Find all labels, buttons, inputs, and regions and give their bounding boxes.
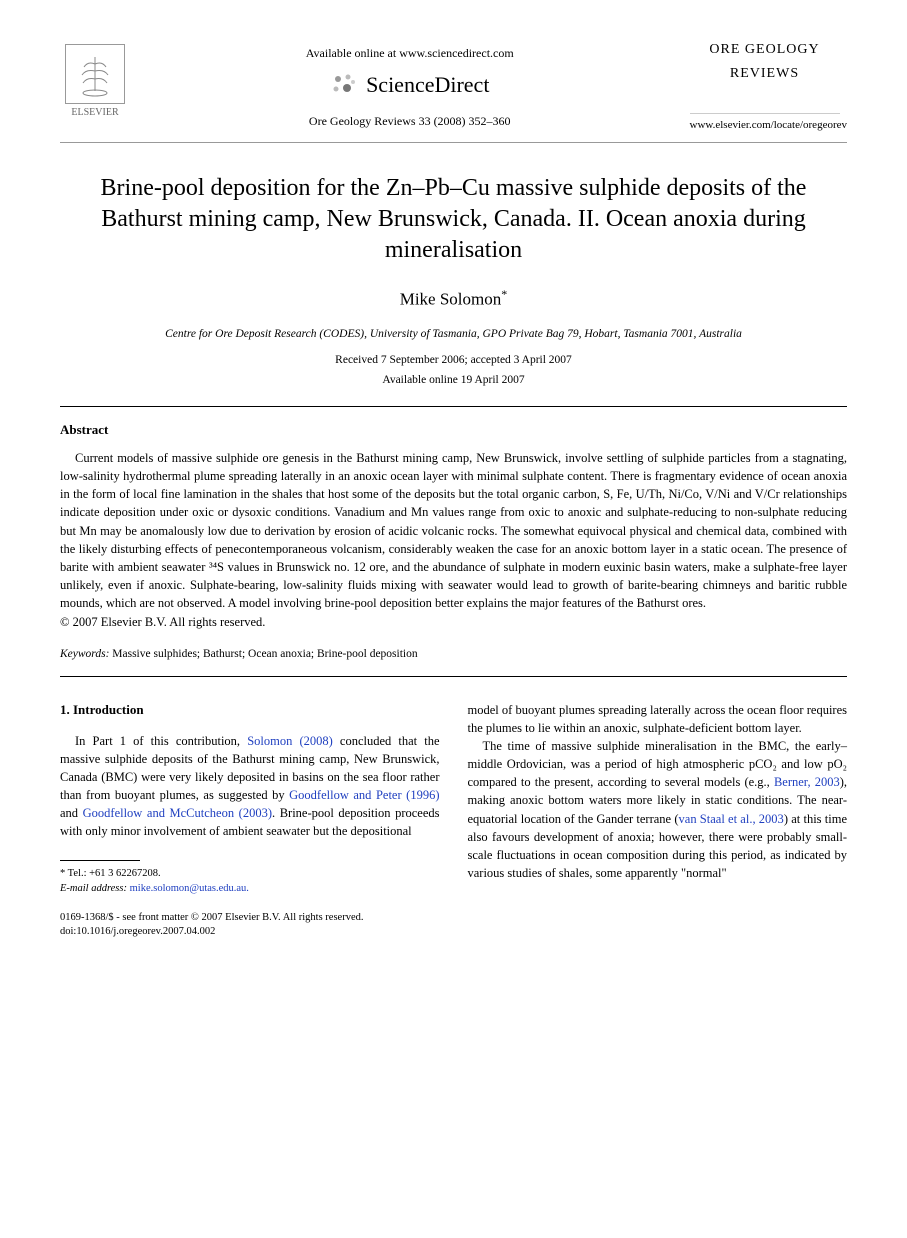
author-name: Mike Solomon	[400, 290, 502, 309]
footnote-email-label: E-mail address:	[60, 883, 127, 894]
footnote-tel-label: * Tel.:	[60, 868, 89, 879]
keywords-text: Massive sulphides; Bathurst; Ocean anoxi…	[109, 648, 417, 660]
intro-paragraph-1: In Part 1 of this contribution, Solomon …	[60, 732, 440, 841]
sciencedirect-text: ScienceDirect	[366, 70, 489, 101]
center-header: Available online at www.sciencedirect.co…	[130, 40, 690, 129]
journal-website: www.elsevier.com/locate/oregeorev	[690, 118, 848, 133]
author-marker: *	[501, 287, 507, 301]
footer-issn: 0169-1368/$ - see front matter © 2007 El…	[60, 911, 363, 926]
abstract-top-divider	[60, 406, 847, 407]
header-divider	[60, 142, 847, 143]
page-footer: 0169-1368/$ - see front matter © 2007 El…	[60, 911, 847, 940]
elsevier-logo: ELSEVIER	[60, 40, 130, 120]
citation-goodfellow-peter-1996[interactable]: Goodfellow and Peter (1996)	[289, 788, 439, 802]
keywords-label: Keywords:	[60, 648, 109, 660]
citation-berner-2003[interactable]: Berner, 2003	[774, 775, 840, 789]
footnote-email-value[interactable]: mike.solomon@utas.edu.au.	[127, 883, 249, 894]
intro-paragraph-2: The time of massive sulphide mineralisat…	[468, 737, 848, 882]
author-affiliation: Centre for Ore Deposit Research (CODES),…	[60, 326, 847, 342]
abstract-text: Current models of massive sulphide ore g…	[60, 449, 847, 612]
journal-title-line2: REVIEWS	[690, 64, 840, 84]
abstract-heading: Abstract	[60, 421, 847, 439]
footer-left: 0169-1368/$ - see front matter © 2007 El…	[60, 911, 363, 940]
citation-van-staal-2003[interactable]: van Staal et al., 2003	[679, 812, 784, 826]
received-date: Received 7 September 2006; accepted 3 Ap…	[60, 352, 847, 368]
body-columns: 1. Introduction In Part 1 of this contri…	[60, 701, 847, 897]
footer-doi: doi:10.1016/j.oregeorev.2007.04.002	[60, 925, 363, 940]
column-left: 1. Introduction In Part 1 of this contri…	[60, 701, 440, 897]
author-line: Mike Solomon*	[60, 286, 847, 311]
page-header: ELSEVIER Available online at www.science…	[60, 40, 847, 134]
available-date: Available online 19 April 2007	[60, 372, 847, 388]
keywords-divider	[60, 676, 847, 677]
elsevier-label: ELSEVIER	[71, 106, 118, 120]
footnote-email: E-mail address: mike.solomon@utas.edu.au…	[60, 882, 440, 897]
citation-goodfellow-mccutcheon-2003[interactable]: Goodfellow and McCutcheon (2003)	[83, 806, 272, 820]
sciencedirect-icon	[330, 71, 358, 99]
abstract-copyright: © 2007 Elsevier B.V. All rights reserved…	[60, 614, 847, 632]
citation-solomon-2008[interactable]: Solomon (2008)	[247, 734, 333, 748]
footnote-tel: * Tel.: +61 3 62267208.	[60, 867, 440, 882]
article-title: Brine-pool deposition for the Zn–Pb–Cu m…	[60, 173, 847, 267]
journal-box-wrapper: ORE GEOLOGY REVIEWS www.elsevier.com/loc…	[690, 40, 848, 134]
column-right: model of buoyant plumes spreading latera…	[468, 701, 848, 897]
available-online-text: Available online at www.sciencedirect.co…	[130, 45, 690, 62]
journal-title-box: ORE GEOLOGY REVIEWS	[690, 40, 840, 114]
journal-reference: Ore Geology Reviews 33 (2008) 352–360	[130, 113, 690, 130]
footnote-tel-value: +61 3 62267208.	[89, 868, 161, 879]
journal-title-line1: ORE GEOLOGY	[690, 40, 840, 60]
sciencedirect-brand: ScienceDirect	[130, 70, 690, 101]
keywords-line: Keywords: Massive sulphides; Bathurst; O…	[60, 646, 847, 662]
elsevier-tree-icon	[65, 44, 125, 104]
footnote-separator	[60, 860, 140, 861]
section-heading-introduction: 1. Introduction	[60, 701, 440, 720]
intro-paragraph-1-cont: model of buoyant plumes spreading latera…	[468, 701, 848, 737]
